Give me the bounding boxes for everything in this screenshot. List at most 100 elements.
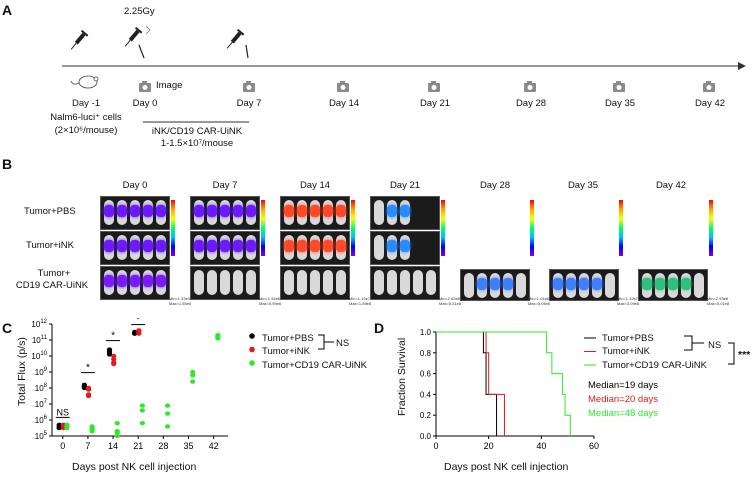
significance-mark: NS bbox=[57, 407, 70, 417]
luminescence-signal bbox=[194, 205, 204, 217]
scale-min: Min=2.93e8 bbox=[707, 296, 729, 301]
mouse-body bbox=[336, 270, 346, 295]
dose-label: 2.25Gy bbox=[124, 6, 155, 17]
y-tick-exponent: 7 bbox=[44, 399, 48, 405]
scale-max: Max=1.55e6 bbox=[169, 301, 192, 306]
luminescence-signal bbox=[207, 205, 217, 217]
luminescence-signal bbox=[642, 278, 652, 290]
luminescence-signal bbox=[566, 278, 576, 290]
camera-icon bbox=[613, 81, 625, 92]
legend-marker bbox=[249, 360, 255, 366]
color-scale-bar bbox=[171, 200, 175, 256]
chart-d-xlabel: Days post NK cell injection bbox=[444, 461, 569, 473]
color-scale-bar bbox=[530, 200, 534, 256]
scale-max: Max=1.89e8 bbox=[349, 301, 372, 306]
y-tick-exponent: 9 bbox=[44, 367, 48, 373]
luminescence-signal bbox=[117, 205, 127, 217]
mouse-image-tile bbox=[100, 231, 170, 265]
syringe-icon bbox=[226, 28, 245, 49]
data-point bbox=[106, 349, 113, 354]
data-point bbox=[111, 361, 117, 367]
luminescence-signal bbox=[323, 240, 333, 252]
mouse-image-tile bbox=[100, 196, 170, 230]
scale-max: Max=5.95e6 bbox=[259, 301, 282, 306]
scale-min: Min=2.63e8 bbox=[439, 296, 461, 301]
luminescence-signal bbox=[284, 205, 294, 217]
day-label: Day 28 bbox=[515, 98, 547, 109]
luminescence-signal bbox=[400, 240, 410, 252]
mouse-body bbox=[233, 270, 243, 295]
luminescence-signal bbox=[579, 278, 589, 290]
luminescence-signal bbox=[323, 205, 333, 217]
legend-item-label: Tumor+CD19 CAR-UiNK bbox=[602, 360, 707, 371]
luminescence-signal bbox=[207, 240, 217, 252]
legend-marker bbox=[249, 346, 255, 353]
chart-c-ylabel: Total Flux (p/s) bbox=[16, 337, 28, 406]
mouse-body bbox=[323, 270, 333, 295]
mouse-body bbox=[284, 270, 294, 295]
x-tick-label: 14 bbox=[108, 441, 118, 451]
y-tick-label: 1011 bbox=[32, 335, 48, 345]
mouse-image-tile bbox=[190, 196, 260, 230]
mouse-image-tile bbox=[190, 231, 260, 265]
luminescence-signal bbox=[387, 205, 397, 217]
data-point bbox=[215, 334, 221, 339]
legend-item-label: Tumor+PBS bbox=[602, 333, 654, 344]
cells-label: Nalm6-luci⁺ cells bbox=[50, 112, 122, 123]
injection-arrow bbox=[138, 44, 145, 59]
x-tick-label: 40 bbox=[536, 441, 546, 451]
data-point bbox=[89, 427, 95, 432]
y-tick-exponent: 11 bbox=[41, 335, 48, 341]
y-tick-exponent: 6 bbox=[44, 415, 48, 421]
scale-max: Max=3.09e8 bbox=[617, 301, 640, 306]
data-point bbox=[139, 408, 146, 413]
y-tick-exponent: 12 bbox=[40, 319, 47, 325]
luminescence-signal bbox=[117, 275, 127, 287]
mouse-image-tile bbox=[370, 196, 440, 230]
row-label: Tumor+PBS bbox=[24, 206, 76, 217]
panel-b-letter: B bbox=[2, 156, 13, 172]
luminescence-signal bbox=[297, 205, 307, 217]
luminescence-signal bbox=[310, 205, 320, 217]
legend-marker bbox=[249, 333, 255, 339]
luminescence-signal bbox=[194, 240, 204, 252]
y-tick-label: 1010 bbox=[31, 351, 47, 361]
legend-ns-label: NS bbox=[336, 338, 350, 349]
x-tick-label: 21 bbox=[133, 441, 143, 451]
camera-icon bbox=[428, 81, 440, 92]
legend-item-label: Tumor+iNK bbox=[262, 346, 310, 357]
data-point bbox=[81, 384, 87, 389]
mouse-body bbox=[310, 270, 320, 295]
timeline-arrowhead bbox=[738, 62, 746, 70]
panel-c-letter: C bbox=[2, 320, 13, 336]
camera-icon bbox=[337, 81, 349, 92]
y-tick-label: 0.0 bbox=[420, 432, 432, 441]
significance-mark: * bbox=[136, 318, 140, 326]
row-label: Tumor+ bbox=[37, 268, 71, 279]
data-point bbox=[164, 424, 171, 429]
color-scale-bar bbox=[351, 200, 355, 256]
data-point bbox=[190, 379, 196, 384]
luminescence-signal bbox=[156, 240, 166, 252]
luminescence-signal bbox=[104, 205, 114, 217]
syringe-icon bbox=[124, 26, 143, 47]
scale-min: Min=1.19e7 bbox=[617, 296, 639, 301]
luminescence-signal bbox=[156, 205, 166, 217]
cells-dose-label: (2×10⁶/mouse) bbox=[54, 125, 118, 136]
survival-curve bbox=[436, 331, 498, 436]
scale-min: Min=1.94e6 bbox=[259, 296, 281, 301]
chart-d-ylabel: Fraction Survival bbox=[396, 337, 408, 416]
camera-icon bbox=[139, 81, 151, 92]
data-point bbox=[106, 352, 113, 357]
day-label: Day 14 bbox=[328, 98, 360, 109]
mouse-body bbox=[413, 270, 423, 295]
x-tick-label: 20 bbox=[484, 441, 494, 451]
y-tick-label: 108 bbox=[35, 383, 48, 393]
luminescence-signal bbox=[130, 275, 140, 287]
survival-curve bbox=[436, 331, 505, 436]
panel-a-letter: A bbox=[2, 2, 13, 18]
mouse-body bbox=[220, 270, 230, 295]
luminescence-signal bbox=[130, 205, 140, 217]
mouse-body bbox=[694, 273, 704, 298]
data-point bbox=[139, 421, 146, 426]
